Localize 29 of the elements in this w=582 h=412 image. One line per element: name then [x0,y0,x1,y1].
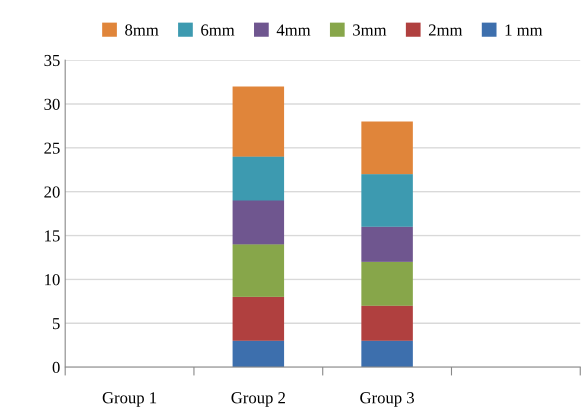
bar [361,340,413,368]
x-tick-label: Group 3 [360,392,414,407]
y-tick-label: 25 [44,142,60,154]
legend-label: 1 mm [506,24,542,36]
bar [361,122,413,174]
legend-label: 2mm [428,24,462,36]
legend-label: 8mm [125,24,159,36]
y-tick-label: 35 [44,54,60,66]
bar [232,296,284,341]
x-tick-label: Group 1 [102,392,156,407]
x-tick-label: Group 2 [231,392,285,407]
legend-label: 3mm [353,24,386,36]
bar [361,226,413,262]
bar [232,340,284,368]
y-tick-label: 0 [52,362,60,374]
y-tick-label: 15 [45,230,60,242]
y-tick-label: 20 [44,186,60,198]
bar [232,86,284,157]
bar [232,244,284,297]
bar [232,200,284,244]
bar [232,156,284,200]
bar [361,174,413,227]
y-tick-label: 30 [44,98,60,110]
bar [361,262,413,306]
legend-label: 6mm [201,24,234,36]
y-tick-label: 10 [45,274,60,286]
y-tick-label: 5 [52,318,60,330]
bar [361,306,413,341]
legend-label: 4mm [276,24,310,36]
